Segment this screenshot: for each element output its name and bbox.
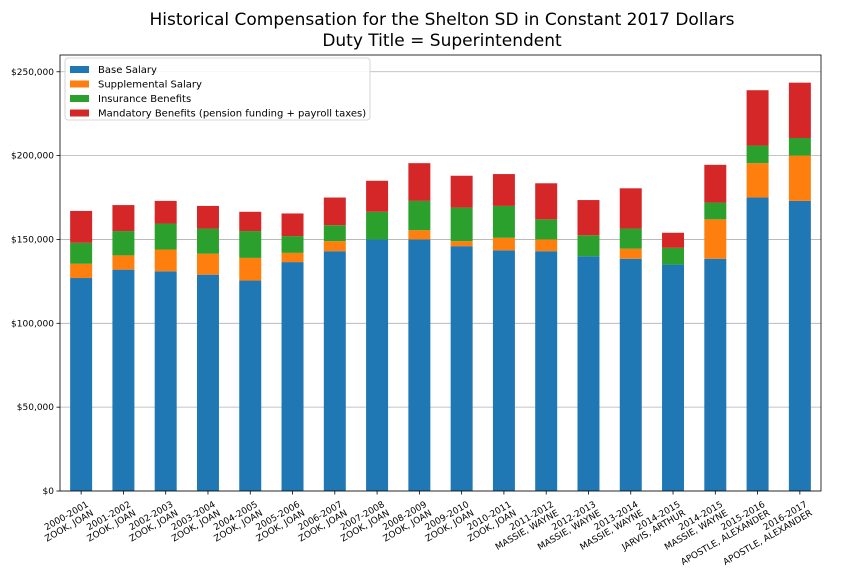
bar-segment <box>704 202 727 220</box>
bar-segment <box>788 138 811 156</box>
bar-segment <box>492 174 515 206</box>
bar-segment <box>70 242 93 264</box>
bar-segment <box>196 274 219 491</box>
bar-segment <box>746 90 769 146</box>
bar-segment <box>450 207 473 242</box>
bar-segment <box>662 264 685 491</box>
bar-segment <box>196 205 219 229</box>
bar-segment <box>366 211 389 240</box>
legend-swatch <box>70 109 89 117</box>
bar-segment <box>323 225 346 242</box>
bar-segment <box>154 223 177 250</box>
bar-segment <box>662 247 685 265</box>
legend-entry: Supplemental Salary <box>98 80 202 91</box>
bar-segment <box>492 250 515 491</box>
bar-segment <box>112 255 135 270</box>
chart-title: Historical Compensation for the Shelton … <box>149 10 734 30</box>
y-tick-label: $50,000 <box>17 403 54 413</box>
bar-segment <box>366 239 389 491</box>
y-tick-label: $150,000 <box>11 235 54 245</box>
legend-swatch <box>70 66 89 73</box>
bar-segment <box>154 271 177 491</box>
bar-segment <box>704 219 727 259</box>
legend-box <box>64 57 371 121</box>
y-tick-label: $0 <box>43 487 55 497</box>
bar-segment <box>450 175 473 208</box>
bar-segment <box>154 200 177 224</box>
bars <box>70 82 811 492</box>
bar-segment <box>408 239 431 491</box>
bar-segment <box>746 145 769 164</box>
bar-segment <box>577 235 600 257</box>
bar-segment <box>788 82 811 139</box>
bar-segment <box>704 258 727 491</box>
axes <box>59 54 822 492</box>
bar-segment <box>281 213 304 237</box>
bar-segment <box>70 263 93 279</box>
plot-frame <box>59 54 822 492</box>
bar-segment <box>535 251 558 491</box>
bar-segment <box>70 210 93 243</box>
bar-segment <box>112 269 135 491</box>
bar-segment <box>408 163 431 201</box>
bar-segment <box>281 252 304 263</box>
bar-segment <box>577 200 600 236</box>
bar-segment <box>239 231 262 258</box>
bar-segment <box>619 248 642 259</box>
bar-segment <box>196 253 219 275</box>
bar-segment <box>112 231 135 256</box>
bar-segment <box>619 258 642 491</box>
bar-segment <box>619 188 642 229</box>
bar-segment <box>704 164 727 203</box>
bar-segment <box>662 232 685 248</box>
bar-segment <box>239 257 262 281</box>
y-tick-label: $200,000 <box>11 152 54 162</box>
bar-segment <box>746 163 769 198</box>
y-tick-label: $100,000 <box>11 319 54 329</box>
chart-subtitle: Duty Title = Superintendent <box>322 31 562 51</box>
bar-segment <box>535 239 558 252</box>
legend-swatch <box>70 80 89 88</box>
bar-segment <box>112 205 135 232</box>
bar-segment <box>281 236 304 253</box>
bar-segment <box>323 241 346 252</box>
bar-segment <box>154 249 177 272</box>
bar-segment <box>408 230 431 240</box>
bar-segment <box>196 228 219 254</box>
bar-segment <box>281 262 304 491</box>
bar-segment <box>492 205 515 238</box>
bar-segment <box>788 155 811 201</box>
bar-segment <box>492 237 515 251</box>
bar-segment <box>788 200 811 491</box>
legend: Base Salary Supplemental Salary Insurance … <box>64 57 371 121</box>
bar-segment <box>619 228 642 249</box>
bar-segment <box>239 280 262 491</box>
legend-entry: Mandatory Benefits (pension funding + pa… <box>98 109 366 120</box>
bar-segment <box>450 246 473 491</box>
y-tick-labels: $0 $50,000 $100,000 $150,000 $200,000 $250,00… <box>11 68 60 497</box>
bar-segment <box>239 211 262 232</box>
legend-entry: Insurance Benefits <box>98 94 191 105</box>
y-tick-label: $250,000 <box>11 68 54 78</box>
bar-segment <box>323 197 346 226</box>
bar-segment <box>577 256 600 491</box>
bar-segment <box>366 180 389 212</box>
bar-segment <box>450 241 473 247</box>
bar-segment <box>535 183 558 220</box>
bar-segment <box>70 278 93 491</box>
legend-swatch <box>70 95 89 102</box>
bar-segment <box>408 200 431 231</box>
bar-segment <box>535 219 558 240</box>
legend-entry: Base Salary <box>98 65 157 76</box>
bar-segment <box>323 251 346 491</box>
bar-segment <box>746 197 769 492</box>
